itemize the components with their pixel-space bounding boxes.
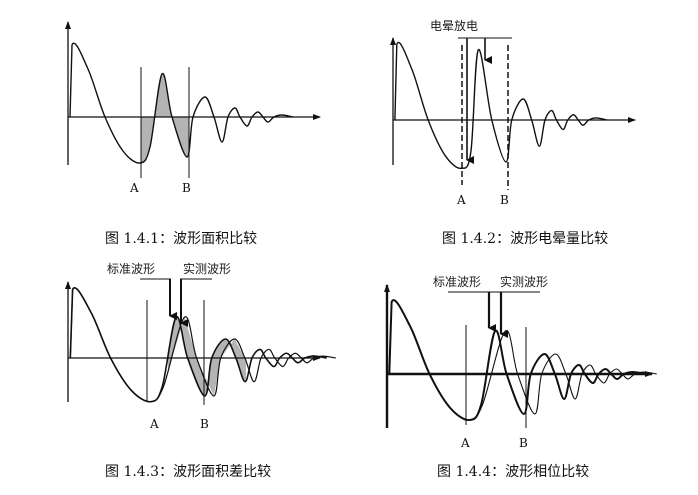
waveform-measured xyxy=(388,299,657,421)
marker-label-b: B xyxy=(200,417,209,431)
marker-label-a: A xyxy=(129,181,139,195)
caption: 图 1.4.3：波形面积差比较 xyxy=(105,464,271,480)
waveform xyxy=(69,42,294,164)
label-measured: 实测波形 xyxy=(183,261,231,276)
caption: 图 1.4.1：波形面积比较 xyxy=(105,231,257,247)
panel-area-difference: 标准波形 实测波形 A B 图 1.4.3：波形面积差比较 xyxy=(65,261,336,480)
shaded-area xyxy=(141,73,189,163)
panel-corona-comparison: 电晕放电 A B 图 1.4.2：波形电晕量比较 xyxy=(390,18,636,247)
label-measured: 实测波形 xyxy=(500,274,548,289)
marker-label-b: B xyxy=(182,181,191,195)
marker-label-a: A xyxy=(460,436,470,450)
waveform-standard xyxy=(69,287,327,403)
panel-area-comparison: A B 图 1.4.1：波形面积比较 xyxy=(65,21,321,247)
marker-label-b: B xyxy=(500,193,509,207)
waveform-measured xyxy=(69,287,336,403)
panel-phase-comparison: 标准波形 实测波形 A B 图 1.4.4：波形相位比较 xyxy=(384,274,657,480)
label-standard: 标准波形 xyxy=(433,275,481,289)
caption: 图 1.4.4：波形相位比较 xyxy=(437,464,589,480)
marker-label-b: B xyxy=(519,436,528,450)
waveform xyxy=(394,41,607,170)
marker-label-a: A xyxy=(149,417,159,431)
waveform-standard xyxy=(388,299,646,422)
label-standard: 标准波形 xyxy=(107,262,155,276)
marker-label-a: A xyxy=(456,193,466,207)
shaded-difference xyxy=(168,317,246,396)
caption: 图 1.4.2：波形电晕量比较 xyxy=(442,231,608,247)
annotation-corona: 电晕放电 xyxy=(430,18,478,33)
